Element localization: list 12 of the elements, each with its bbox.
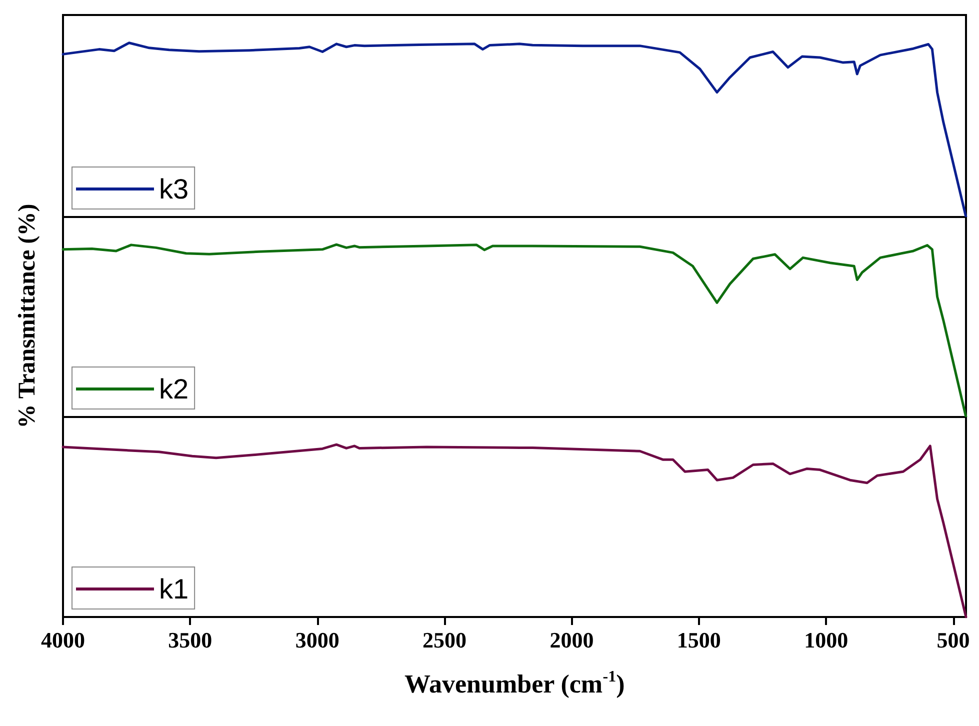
x-tick-label: 2000: [550, 628, 594, 652]
legend-label: k3: [159, 174, 189, 204]
x-tick-label: 3500: [168, 628, 212, 652]
y-axis-title: % Transmittance (%): [14, 204, 42, 428]
x-tick-label: 500: [936, 628, 970, 652]
x-tick-label: 1500: [676, 628, 721, 652]
x-tick-label: 3000: [295, 628, 340, 652]
x-tick-label: 2500: [422, 628, 467, 652]
legend-label: k2: [159, 374, 189, 404]
legend-label: k1: [159, 574, 189, 604]
x-tick-label: 1000: [804, 628, 848, 652]
x-tick-label: 4000: [41, 628, 85, 652]
